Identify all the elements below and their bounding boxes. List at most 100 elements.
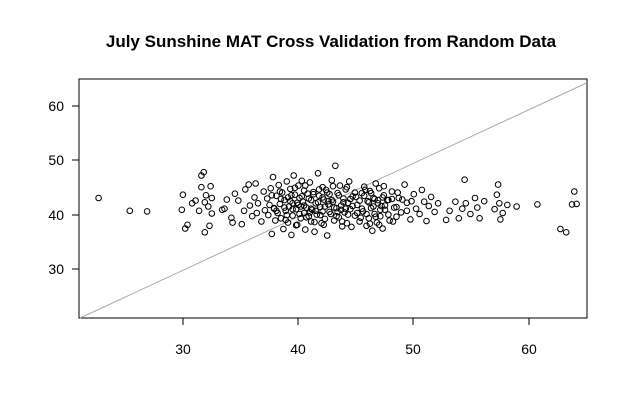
data-point: [276, 200, 284, 208]
data-point: [381, 202, 389, 209]
data-point: [202, 192, 210, 199]
data-point: [295, 182, 302, 189]
data-point: [198, 183, 205, 191]
data-point: [334, 208, 341, 216]
data-point: [323, 232, 331, 239]
data-point: [251, 194, 258, 201]
data-point: [349, 202, 356, 210]
data-point: [260, 188, 268, 195]
data-point: [534, 201, 541, 208]
data-point: [370, 203, 377, 210]
data-point: [315, 192, 323, 200]
data-point: [494, 181, 502, 188]
data-point: [201, 199, 209, 206]
data-point: [363, 210, 370, 218]
data-point: [323, 189, 331, 196]
data-point: [351, 189, 359, 196]
data-point: [442, 216, 450, 224]
data-point: [379, 194, 386, 201]
data-point: [270, 205, 278, 212]
data-point: [195, 207, 203, 215]
data-point: [254, 200, 262, 207]
data-point: [229, 219, 236, 226]
data-point: [306, 209, 314, 216]
data-point: [329, 182, 337, 190]
data-point: [345, 178, 353, 185]
data-point: [395, 194, 403, 202]
data-point: [375, 221, 383, 229]
x-tick-label: 50: [405, 341, 421, 357]
data-point: [276, 188, 284, 195]
data-point: [418, 186, 426, 194]
data-point: [338, 223, 346, 230]
data-point: [363, 222, 370, 230]
data-point: [388, 195, 396, 203]
data-point: [471, 194, 479, 202]
data-point: [235, 197, 242, 204]
data-point: [246, 202, 254, 209]
data-point: [365, 199, 373, 206]
data-point: [427, 193, 435, 201]
data-point: [240, 207, 248, 215]
data-point: [314, 170, 322, 177]
y-tick-label: 60: [48, 98, 64, 114]
data-point: [377, 212, 384, 220]
data-point: [317, 211, 324, 219]
data-point: [261, 207, 269, 214]
data-point: [493, 191, 501, 198]
chart-title: July Sunshine MAT Cross Validation from …: [106, 32, 557, 51]
y-axis: 30 40 50 60: [48, 98, 80, 277]
data-point: [282, 207, 290, 215]
data-point: [357, 214, 365, 222]
data-point: [393, 203, 400, 211]
data-point: [423, 217, 430, 225]
data-point: [208, 210, 216, 217]
data-point: [412, 205, 420, 212]
data-point: [289, 205, 296, 213]
data-point: [358, 205, 366, 212]
data-point: [461, 176, 468, 183]
data-point: [272, 217, 279, 224]
data-point: [352, 193, 360, 201]
data-point: [462, 200, 470, 207]
data-point: [231, 190, 239, 197]
data-point: [399, 196, 406, 203]
data-point: [452, 198, 459, 205]
data-point: [282, 216, 290, 224]
data-point: [385, 211, 392, 218]
data-point: [326, 208, 333, 216]
data-point: [410, 190, 418, 198]
data-point: [207, 182, 214, 190]
data-point: [333, 212, 340, 220]
data-point: [280, 225, 287, 233]
data-point: [455, 215, 463, 222]
data-point: [378, 202, 385, 210]
data-point: [126, 207, 134, 215]
data-point: [372, 213, 380, 220]
identity-reference-line: [79, 82, 588, 319]
data-point: [388, 188, 396, 195]
data-point: [499, 209, 507, 217]
data-point: [325, 197, 332, 205]
data-point: [562, 229, 570, 236]
data-point: [372, 180, 380, 187]
data-point: [313, 211, 321, 218]
data-point: [340, 199, 347, 206]
data-point: [394, 189, 402, 196]
data-point: [281, 204, 288, 211]
data-point: [298, 193, 306, 200]
data-point: [184, 221, 191, 229]
data-point: [143, 208, 151, 215]
data-point: [366, 220, 374, 227]
data-point: [302, 226, 309, 233]
data-point: [513, 203, 520, 210]
data-point: [296, 210, 303, 218]
data-point: [480, 197, 488, 205]
data-point: [356, 197, 363, 204]
data-point: [459, 205, 466, 212]
data-point: [420, 198, 428, 205]
data-point: [568, 201, 576, 208]
data-points: [95, 162, 580, 239]
data-point: [302, 182, 309, 189]
